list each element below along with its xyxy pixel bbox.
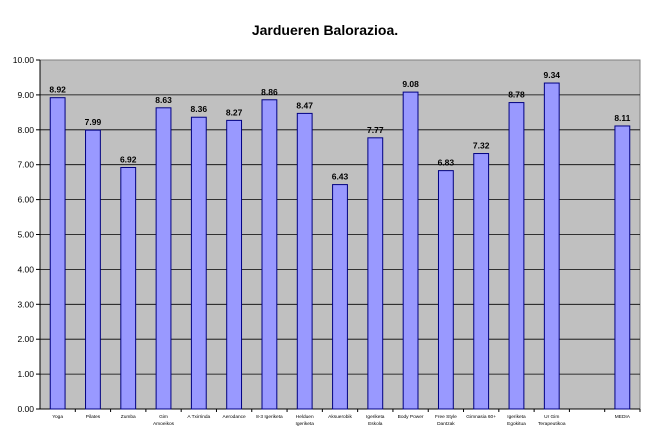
y-tick-label: 7.00 — [17, 160, 34, 170]
x-tick-label: MEDIA — [615, 414, 631, 420]
bar — [614, 125, 631, 410]
y-tick-label: 3.00 — [17, 299, 34, 309]
data-label: 8.47 — [296, 100, 313, 110]
data-label: 8.92 — [49, 85, 66, 95]
data-label: 9.34 — [543, 70, 560, 80]
bar — [508, 102, 525, 410]
bar — [332, 184, 348, 410]
x-tick-label: Zumba — [121, 414, 136, 420]
data-label: 7.77 — [367, 125, 384, 135]
x-tick-label: Body Power — [398, 414, 424, 420]
x-tick-label: 8-3 Igeriketa — [256, 414, 283, 420]
bar — [261, 99, 278, 410]
bar — [543, 82, 560, 410]
x-tick-label: A Txirrinda — [187, 414, 210, 420]
y-tick-label: 10.00 — [13, 55, 35, 65]
bar — [190, 116, 207, 410]
y-tick-label: 1.00 — [17, 369, 34, 379]
bar — [402, 91, 419, 410]
bar — [437, 170, 454, 410]
data-label: 8.36 — [191, 104, 208, 114]
bar — [49, 97, 66, 410]
y-tick-label: 6.00 — [17, 195, 34, 205]
y-tick-label: 2.00 — [17, 334, 34, 344]
y-tick-label: 4.00 — [17, 264, 34, 274]
x-tick-label: Yoga — [52, 414, 63, 420]
x-tick-label: Ur Gim — [544, 414, 559, 420]
data-label: 7.99 — [85, 117, 102, 127]
data-label: 8.27 — [226, 107, 243, 117]
bar — [120, 166, 137, 410]
x-tick-label: Amoeikos — [153, 421, 175, 427]
x-tick-label: Aksuerobik — [328, 414, 352, 420]
data-label: 8.78 — [508, 90, 525, 100]
x-tick-label: Dantzak — [437, 421, 455, 427]
data-label: 6.92 — [120, 154, 137, 164]
x-tick-label: Egokitua — [507, 421, 526, 427]
x-tick-label: Free Style — [435, 414, 457, 420]
x-tick-label: Gim — [159, 414, 168, 420]
bar — [473, 153, 490, 410]
x-tick-label: Aerodance — [223, 414, 247, 420]
data-label: 6.43 — [332, 172, 349, 182]
x-tick-label: Igeriketa — [366, 414, 385, 420]
bar — [367, 137, 384, 410]
y-tick-label: 8.00 — [17, 125, 34, 135]
x-tick-label: Gimnasia 60+ — [466, 414, 496, 420]
y-tick-label: 5.00 — [17, 230, 34, 240]
data-label: 8.11 — [614, 113, 630, 123]
bar — [226, 119, 243, 410]
bar — [296, 112, 313, 410]
bar — [85, 129, 101, 410]
data-label: 8.86 — [261, 87, 278, 97]
data-label: 8.63 — [155, 95, 172, 105]
x-tick-label: Helduen — [296, 414, 314, 420]
x-tick-label: Igeriketa — [296, 421, 315, 427]
y-tick-label: 0.00 — [17, 404, 34, 414]
x-tick-label: Eskola — [368, 421, 383, 427]
x-tick-label: Pilates — [86, 414, 101, 420]
data-label: 9.08 — [402, 79, 419, 89]
x-tick-label: Igeriketa — [507, 414, 526, 420]
bar — [155, 107, 172, 410]
x-tick-label: Terapeutikoa — [538, 421, 566, 427]
y-tick-label: 9.00 — [17, 90, 34, 100]
data-label: 6.83 — [438, 158, 455, 168]
chart-title: Jardueren Balorazioa. — [251, 22, 399, 38]
data-label: 7.32 — [473, 141, 490, 151]
